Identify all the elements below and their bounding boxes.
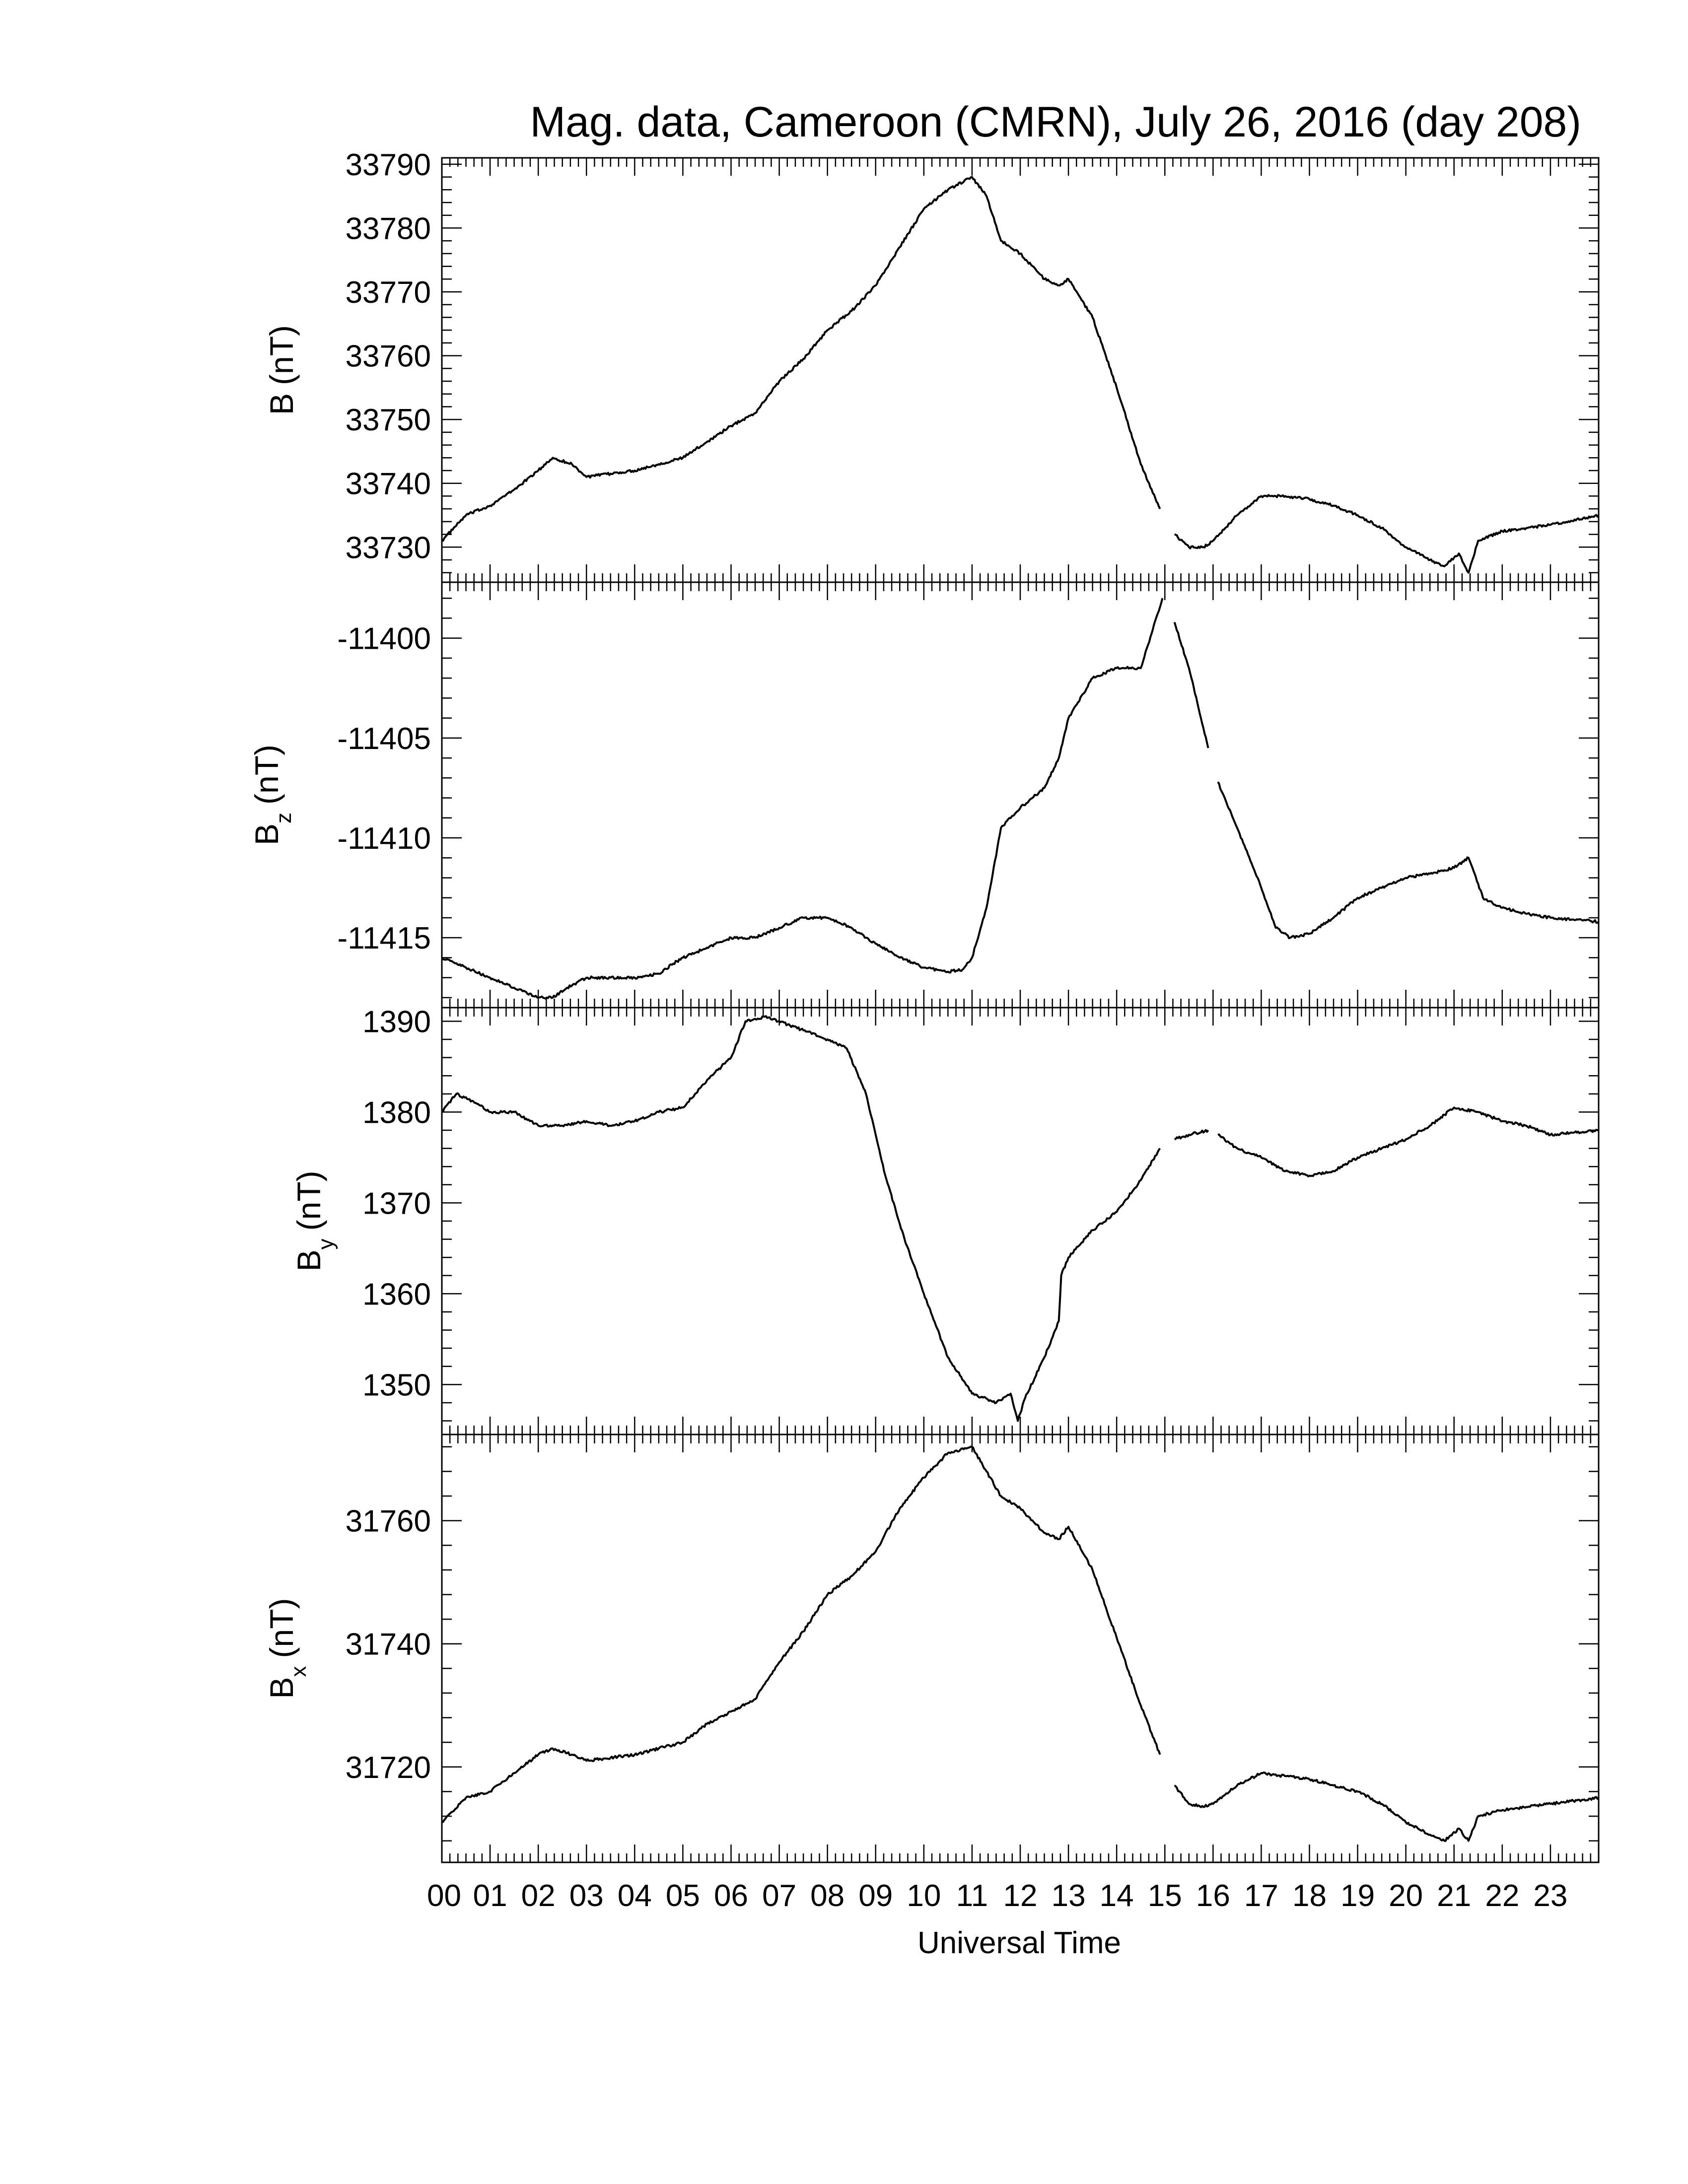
- y-tick-label: 31740: [346, 1628, 431, 1662]
- series-line-bx: [441, 1445, 1600, 1842]
- y-axis-label: Bx (nT): [263, 1598, 311, 1699]
- x-tick-label: 09: [858, 1879, 893, 1913]
- y-tick-label: -11400: [338, 622, 431, 656]
- y-tick-label: 33760: [346, 340, 431, 374]
- chart-title: Mag. data, Cameroon (CMRN), July 26, 201…: [530, 98, 1582, 146]
- x-axis: 00 01 02 03 04 05 06 07 08 09 10 11 12 13 14 15 16 17 18 19…: [427, 1879, 1567, 1913]
- x-tick-label: 03: [569, 1879, 604, 1913]
- y-tick-label: 1390: [362, 1005, 431, 1039]
- y-axis-label: Bz (nT): [248, 745, 296, 845]
- y-tick-label: 1380: [362, 1095, 431, 1130]
- x-tick-label: 02: [521, 1879, 556, 1913]
- y-tick-label: 33790: [346, 148, 431, 182]
- x-tick-label: 08: [810, 1879, 844, 1913]
- x-tick-label: 04: [618, 1879, 652, 1913]
- x-tick-label: 11: [956, 1879, 988, 1913]
- y-tick-label: 33750: [346, 403, 431, 437]
- y-tick-label: 31720: [346, 1751, 431, 1785]
- x-tick-label: 01: [473, 1879, 507, 1913]
- x-axis-label: Universal Time: [917, 1926, 1121, 1960]
- x-tick-label: 17: [1244, 1879, 1278, 1913]
- panel-bx: 31720 31740 31760 Bx (nT): [263, 1433, 1600, 1863]
- y-tick-label: 33780: [346, 211, 431, 246]
- y-axis-label-subscript: x: [286, 1666, 311, 1677]
- y-axis-label-main: B: [248, 823, 285, 845]
- y-tick-label: 33740: [346, 467, 431, 501]
- x-tick-label: 10: [907, 1879, 941, 1913]
- y-tick-label: 1350: [362, 1368, 431, 1402]
- panels: 33730 33740 33750 33760 33770 33780 33790 B (nT)…: [248, 148, 1600, 1863]
- panel-by: 1350 1360 1370 1380 1390 By (nT): [290, 1005, 1600, 1435]
- series-line-by: [441, 1015, 1599, 1422]
- y-axis-label-unit: (nT): [290, 1170, 327, 1230]
- series-line-b: [442, 176, 1600, 574]
- x-tick-label: 15: [1148, 1879, 1182, 1913]
- x-tick-label: 20: [1389, 1879, 1423, 1913]
- y-axis-label: By (nT): [290, 1170, 338, 1271]
- x-tick-label: 21: [1437, 1879, 1471, 1913]
- x-tick-label: 23: [1533, 1879, 1567, 1913]
- x-tick-label: 19: [1340, 1879, 1375, 1913]
- x-tick-label: 13: [1052, 1879, 1086, 1913]
- panel-b: 33730 33740 33750 33760 33770 33780 33790 B (nT): [263, 148, 1600, 583]
- panel-bz: -11400 -11405 -11410 -11415 Bz (nT): [248, 581, 1600, 1009]
- y-tick-label: 33730: [346, 531, 431, 565]
- y-axis-label-main: B: [263, 393, 300, 415]
- x-tick-label: 00: [427, 1879, 461, 1913]
- x-tick-label: 12: [1003, 1879, 1038, 1913]
- x-tick-label: 14: [1100, 1879, 1134, 1913]
- y-tick-label: 1360: [362, 1277, 431, 1311]
- y-tick-label: -11410: [338, 821, 431, 856]
- series-line-bz: [441, 598, 1600, 1000]
- y-tick-label: 1370: [362, 1186, 431, 1221]
- x-tick-label: 18: [1292, 1879, 1327, 1913]
- y-axis-label: B (nT): [263, 325, 300, 415]
- x-tick-label: 16: [1196, 1879, 1230, 1913]
- y-axis-label-unit: (nT): [263, 1598, 300, 1658]
- y-axis-label-main: B: [290, 1249, 327, 1271]
- y-axis-label-unit: (nT): [248, 745, 285, 805]
- x-tick-label: 07: [762, 1879, 796, 1913]
- y-tick-label: 33770: [346, 275, 431, 310]
- y-axis-label-main: B: [263, 1677, 300, 1699]
- y-tick-label: -11415: [338, 921, 431, 956]
- y-axis-label-subscript: y: [314, 1238, 338, 1249]
- y-tick-label: -11405: [338, 722, 431, 756]
- y-axis-label-subscript: z: [272, 813, 296, 823]
- y-tick-label: 31760: [346, 1504, 431, 1539]
- x-tick-label: 06: [714, 1879, 748, 1913]
- x-tick-label: 05: [666, 1879, 700, 1913]
- x-tick-label: 22: [1485, 1879, 1519, 1913]
- y-axis-label-unit: (nT): [263, 325, 300, 385]
